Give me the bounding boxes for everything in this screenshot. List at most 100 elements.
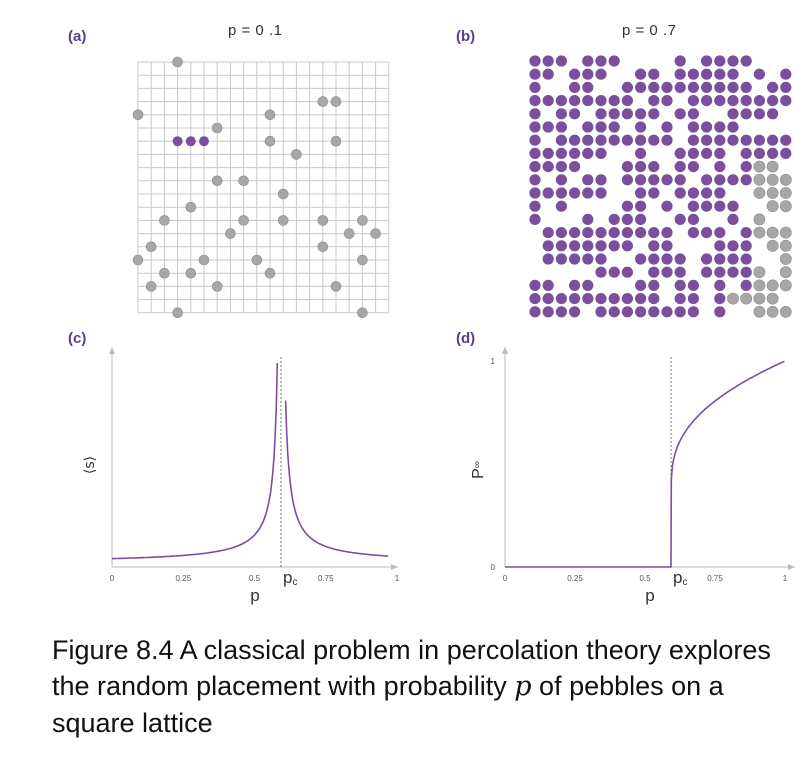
pebble-cluster xyxy=(529,55,541,67)
pebble-cluster xyxy=(740,240,752,252)
pebble-isolated xyxy=(779,253,792,265)
pebble-cluster xyxy=(687,108,699,120)
plot-c-tick-label: 0 xyxy=(110,574,115,583)
lattice-b xyxy=(529,55,792,318)
pebble-cluster xyxy=(595,240,607,252)
pebble-cluster xyxy=(608,306,620,318)
caption-text-2: of pebbles on a square lattice xyxy=(52,671,724,738)
pebble-cluster xyxy=(780,147,792,159)
pebble-isolated xyxy=(753,173,766,186)
pebble-cluster xyxy=(569,187,581,199)
pebble-cluster xyxy=(701,95,713,107)
pebble-cluster xyxy=(595,174,607,186)
pebble-isolated xyxy=(357,254,368,266)
pebble-cluster xyxy=(661,253,673,265)
plot-d-ylabel-sub: ∞ xyxy=(472,461,483,468)
pebble-cluster xyxy=(740,227,752,239)
pebble-cluster xyxy=(661,266,673,278)
pebble-cluster xyxy=(529,213,541,225)
pebble-cluster xyxy=(582,68,594,80)
pebble-isolated xyxy=(779,173,792,186)
pebble-isolated xyxy=(766,187,779,199)
pebble-isolated xyxy=(277,215,289,226)
pebble-cluster xyxy=(648,279,660,291)
pebble-isolated xyxy=(766,279,779,292)
pebble-cluster xyxy=(714,121,726,133)
plot-d-tick-label: 0.5 xyxy=(639,574,651,583)
pebble-cluster xyxy=(595,95,607,107)
pebble-cluster xyxy=(661,227,673,239)
pebble-cluster xyxy=(661,134,673,146)
pebble-cluster xyxy=(621,134,633,146)
pebble-cluster xyxy=(529,134,541,146)
pebble-isolated xyxy=(159,267,170,279)
pebble-cluster xyxy=(582,174,594,186)
pebble-cluster xyxy=(621,108,633,120)
pebble-isolated xyxy=(225,228,236,239)
plot-c-ylabel: ⟨s⟩ xyxy=(82,456,98,474)
pebble-cluster xyxy=(542,68,554,80)
pebble-cluster xyxy=(185,136,196,147)
pebble-cluster xyxy=(595,147,607,159)
pebble-cluster xyxy=(648,95,660,107)
pebble-isolated xyxy=(185,267,197,279)
pebble-cluster xyxy=(621,200,633,212)
pebble-cluster xyxy=(727,253,739,265)
pebble-cluster xyxy=(714,187,726,199)
pebble-cluster xyxy=(780,68,792,80)
pebble-cluster xyxy=(714,279,726,291)
pebble-cluster xyxy=(542,253,554,265)
pebble-isolated xyxy=(330,281,342,292)
pebble-isolated xyxy=(766,160,779,173)
pebble-cluster xyxy=(595,266,607,278)
pebble-cluster xyxy=(740,134,752,146)
pebble-isolated xyxy=(317,241,329,253)
pebble-cluster xyxy=(727,121,739,133)
pebble-isolated xyxy=(753,187,766,199)
pebble-cluster xyxy=(529,81,541,93)
pebble-cluster xyxy=(661,121,673,133)
pebble-cluster xyxy=(582,55,594,67)
pebble-isolated xyxy=(291,149,302,160)
plot-d-ylabel: P∞ xyxy=(470,461,487,479)
pebble-cluster xyxy=(555,293,567,305)
plot-d: 0 0.25 0.5 0.75 1 0 1 pcp P∞ xyxy=(470,347,795,605)
pebble-cluster xyxy=(555,200,567,212)
pebble-cluster xyxy=(767,95,779,107)
pebble-isolated xyxy=(753,226,766,239)
pebble-cluster xyxy=(555,147,567,159)
pebble-cluster xyxy=(780,81,792,93)
pebble-cluster xyxy=(714,95,726,107)
plot-d-ytick-label: 0 xyxy=(491,563,496,572)
pebble-isolated xyxy=(145,241,157,253)
plot-d-tick-label: 0 xyxy=(503,574,508,583)
pebble-cluster xyxy=(595,306,607,318)
pebble-cluster xyxy=(621,266,633,278)
plot-d-x-arrow xyxy=(788,564,795,570)
pebble-cluster xyxy=(608,95,620,107)
pebble-cluster xyxy=(727,213,739,225)
pebble-isolated xyxy=(330,96,342,107)
pebble-cluster xyxy=(569,68,581,80)
pebble-isolated xyxy=(753,213,766,226)
pebble-cluster xyxy=(635,81,647,93)
plot-d-xlabel: p xyxy=(645,586,654,605)
pebble-cluster xyxy=(753,108,765,120)
pebble-cluster xyxy=(687,81,699,93)
plot-d-ytick-label: 1 xyxy=(491,357,496,366)
pebble-cluster xyxy=(727,68,739,80)
pebble-cluster xyxy=(542,293,554,305)
pebble-isolated xyxy=(159,215,170,226)
pebble-cluster xyxy=(701,227,713,239)
pebble-isolated xyxy=(740,292,753,305)
pebble-cluster xyxy=(780,134,792,146)
pebble-cluster xyxy=(648,108,660,120)
pebble-cluster xyxy=(701,134,713,146)
pebble-cluster xyxy=(608,266,620,278)
pebble-isolated xyxy=(343,228,355,239)
pebble-cluster xyxy=(529,95,541,107)
pebble-cluster xyxy=(569,279,581,291)
pebble-cluster xyxy=(687,147,699,159)
pebble-cluster xyxy=(767,147,779,159)
pebble-cluster xyxy=(582,293,594,305)
